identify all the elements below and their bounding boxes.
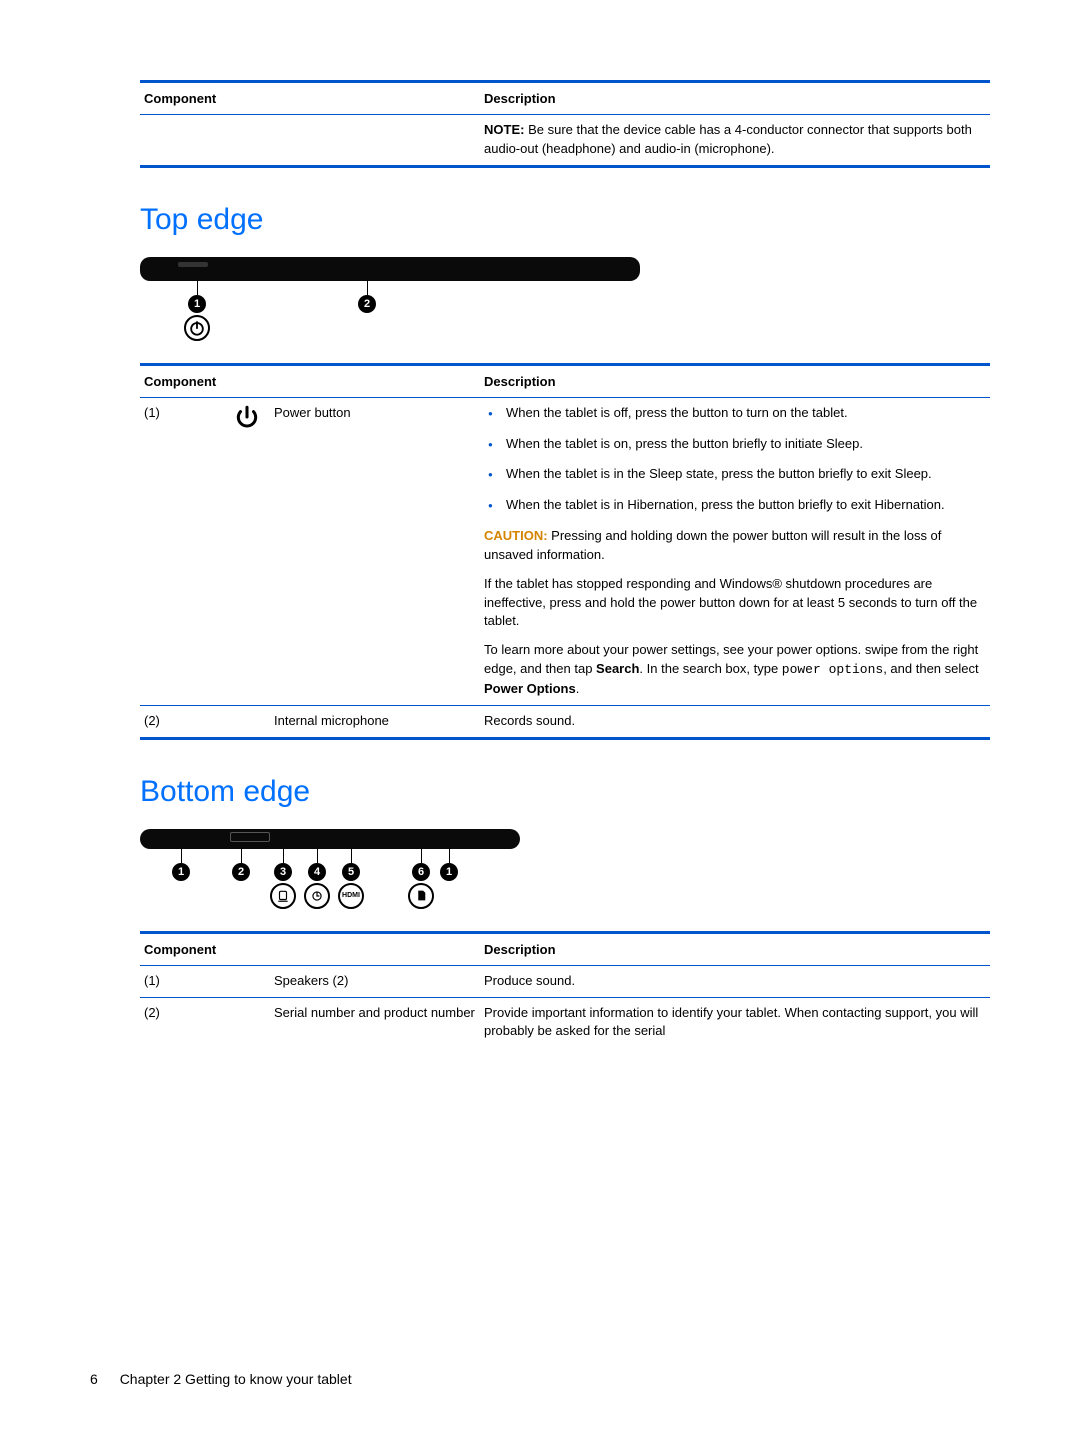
table-rule-bottom [140, 165, 990, 168]
note-text: Be sure that the device cable has a 4-co… [484, 122, 972, 156]
dock-icon [270, 883, 296, 909]
bottom-edge-diagram: 1 2 3 4 5 HDMI 6 1 [140, 829, 990, 921]
sd-card-icon [408, 883, 434, 909]
top-edge-diagram: 1 2 [140, 257, 990, 353]
device-bottom-edge [140, 829, 520, 849]
prior-table: Component Description [140, 83, 990, 114]
page-content: Component Description NOTE: Be sure that… [140, 80, 990, 1047]
table-row: (2) Serial number and product number Pro… [140, 998, 990, 1048]
power-in-icon [304, 883, 330, 909]
power-icon [230, 398, 270, 705]
chapter-title: Chapter 2 Getting to know your tablet [120, 1371, 352, 1387]
table-row: (2) Internal microphone Records sound. [140, 706, 990, 737]
table-row: (1) Speakers (2) Produce sound. [140, 966, 990, 997]
top-edge-table: Component Description [140, 366, 990, 397]
page-number: 6 [90, 1371, 98, 1387]
power-options-para: To learn more about your power settings,… [484, 641, 986, 699]
caution-para: CAUTION: Pressing and holding down the p… [484, 527, 986, 565]
page-footer: 6 Chapter 2 Getting to know your tablet [90, 1371, 352, 1387]
bottom-edge-table: Component Description [140, 934, 990, 965]
heading-bottom-edge: Bottom edge [140, 775, 990, 809]
heading-top-edge: Top edge [140, 203, 990, 237]
note-label: NOTE: [484, 122, 524, 137]
th-description: Description [480, 83, 990, 114]
power-button-list: When the tablet is off, press the button… [484, 404, 986, 515]
note-cell: NOTE: Be sure that the device cable has … [480, 115, 990, 165]
th-component: Component [140, 83, 230, 114]
hdmi-icon: HDMI [338, 883, 364, 909]
callout-1: 1 [184, 281, 210, 341]
device-top-edge [140, 257, 640, 281]
table-row: (1) Power button When the tablet is off,… [140, 398, 990, 705]
caution-label: CAUTION: [484, 528, 548, 543]
power-icon [184, 315, 210, 341]
shutdown-para: If the tablet has stopped responding and… [484, 575, 986, 632]
callout-2: 2 [358, 281, 376, 313]
